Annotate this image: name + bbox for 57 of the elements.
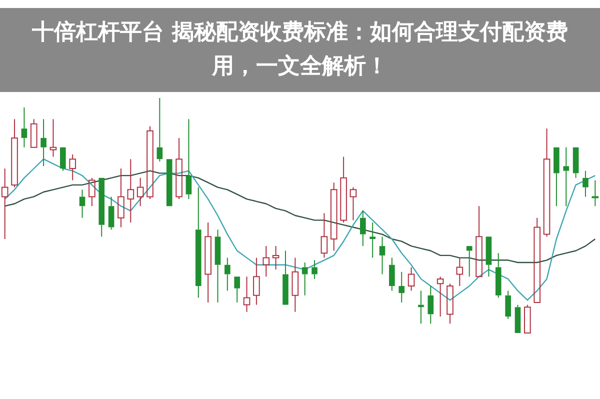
candlestick	[340, 156, 347, 224]
candlestick	[176, 137, 182, 200]
candlestick	[398, 271, 405, 303]
candlestick	[243, 276, 250, 312]
candlestick	[534, 217, 540, 303]
chart-title: 十倍杠杆平台 揭秘配资收费标准：如何合理支付配资费用，一文全解析！	[0, 8, 600, 92]
candlestick	[320, 212, 328, 258]
candlestick	[446, 283, 454, 324]
candlestick	[186, 118, 192, 200]
candlestick	[495, 252, 502, 298]
candlestick	[428, 286, 434, 324]
candlestick	[234, 276, 240, 303]
candlestick	[543, 128, 550, 238]
candlestick	[224, 257, 230, 292]
candlestick	[11, 118, 18, 188]
candlestick	[379, 236, 386, 275]
candlestick	[21, 106, 28, 148]
candlestick	[476, 206, 482, 278]
candlestick	[572, 147, 579, 178]
candlestick	[30, 118, 38, 148]
candlestick	[50, 118, 57, 158]
candlestick	[370, 222, 376, 258]
candlestick	[79, 189, 86, 218]
candlestick	[204, 222, 212, 303]
candlestick	[108, 196, 114, 230]
candlestick	[272, 246, 280, 270]
candlestick	[592, 180, 599, 207]
candlestick	[127, 158, 134, 224]
candlestick	[582, 170, 588, 198]
candlestick	[505, 290, 511, 320]
candlestick	[214, 229, 221, 303]
candlestick	[466, 246, 472, 278]
candlestick	[156, 98, 163, 162]
candlestick	[408, 266, 415, 292]
candlestick	[118, 168, 124, 228]
candlestick	[563, 146, 570, 207]
candlestick	[350, 186, 357, 221]
candlestick	[360, 210, 366, 247]
candlestick	[136, 177, 144, 207]
candlestick	[554, 147, 560, 207]
candlestick	[330, 182, 338, 252]
candlestick	[195, 186, 202, 298]
candlestick	[282, 250, 288, 305]
candlestick	[456, 257, 464, 286]
candlestick	[292, 257, 299, 312]
candlestick	[312, 260, 318, 280]
candlestick	[262, 246, 270, 278]
candlestick	[40, 118, 46, 167]
candlestick	[60, 147, 66, 172]
candlestick	[69, 154, 76, 181]
candlestick	[389, 257, 395, 292]
candlestick	[1, 168, 8, 240]
candlestick	[253, 257, 260, 306]
candlestick	[88, 177, 96, 207]
candlestick	[302, 262, 308, 296]
candlestick	[436, 276, 444, 318]
candlestick	[146, 126, 154, 200]
